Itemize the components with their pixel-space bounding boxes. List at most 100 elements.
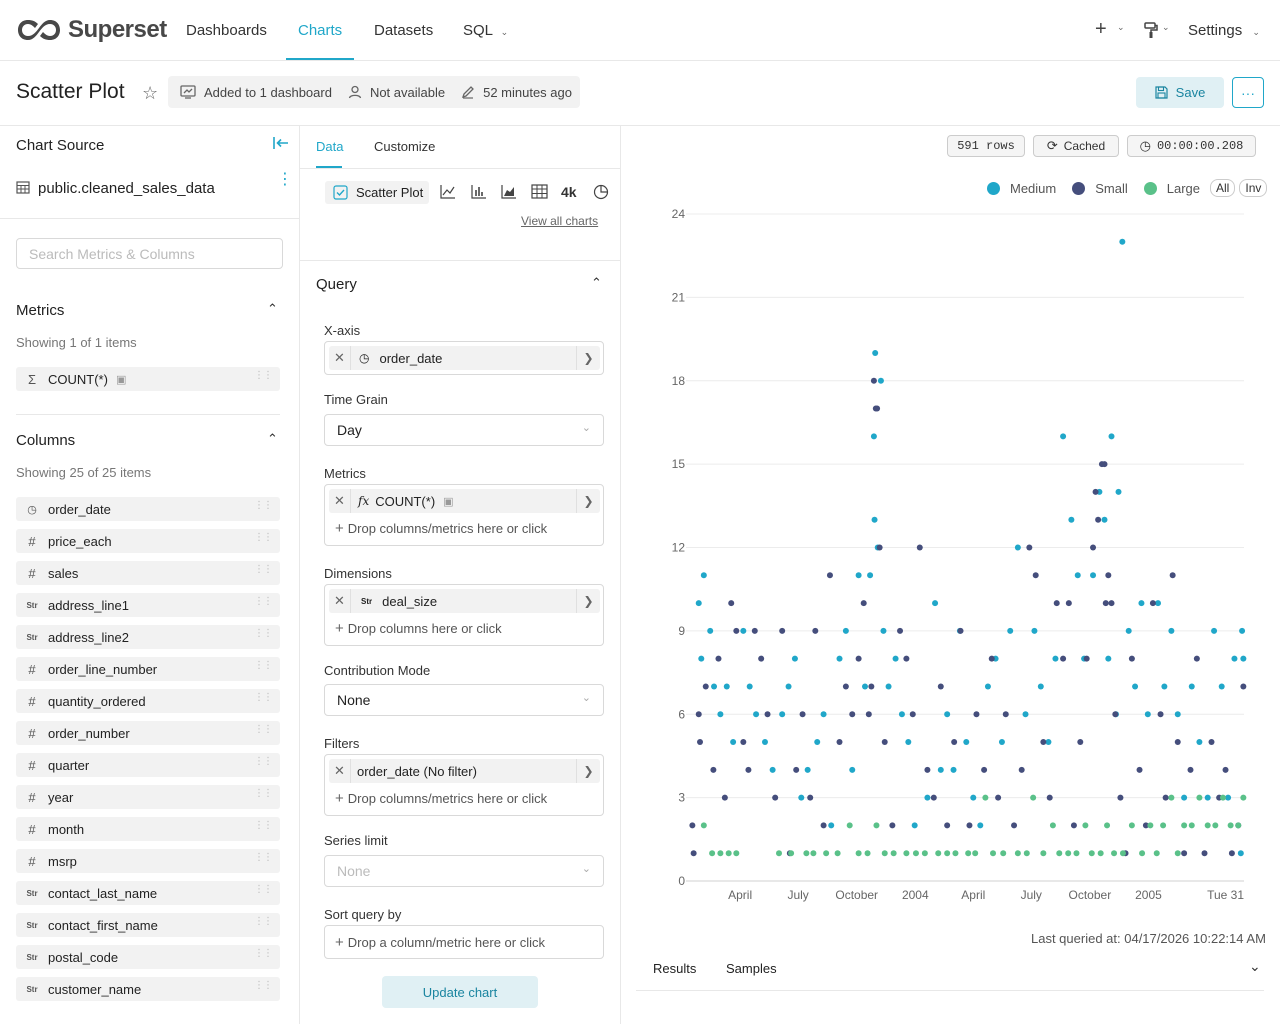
drag-handle-icon[interactable]: ⋮⋮: [254, 692, 273, 703]
chevron-down-icon[interactable]: ⌄: [1249, 958, 1261, 974]
tab-results[interactable]: Results: [653, 961, 697, 976]
drag-handle-icon[interactable]: ⋮⋮: [254, 370, 273, 381]
update-chart-button[interactable]: Update chart: [382, 976, 538, 1008]
filter-chip[interactable]: ✕ order_date (No filter) ❯: [329, 759, 600, 783]
drag-handle-icon[interactable]: ⋮⋮: [254, 564, 273, 575]
nav-dashboards[interactable]: Dashboards: [186, 22, 267, 39]
nav-datasets[interactable]: Datasets: [374, 22, 434, 39]
column-item[interactable]: # order_line_number ⋮⋮: [16, 657, 280, 681]
chevron-down-icon[interactable]: ⌄: [1117, 22, 1125, 32]
drag-handle-icon[interactable]: ⋮⋮: [254, 628, 273, 639]
drag-handle-icon[interactable]: ⋮⋮: [254, 820, 273, 831]
nav-charts[interactable]: Charts: [298, 22, 343, 39]
remove-icon[interactable]: ✕: [329, 759, 351, 783]
contribution-select[interactable]: None ⌄: [324, 684, 604, 716]
drag-handle-icon[interactable]: ⋮⋮: [254, 884, 273, 895]
column-item[interactable]: Str address_line2 ⋮⋮: [16, 625, 280, 649]
drag-handle-icon[interactable]: ⋮⋮: [254, 788, 273, 799]
metric-chip[interactable]: ✕ fx COUNT(*) ▣ ❯: [329, 489, 600, 513]
search-metrics-columns-input[interactable]: Search Metrics & Columns: [16, 238, 283, 269]
dataset-menu-icon[interactable]: ⋮: [277, 171, 293, 188]
drag-handle-icon[interactable]: ⋮⋮: [254, 660, 273, 671]
remove-icon[interactable]: ✕: [329, 489, 351, 513]
column-item[interactable]: # msrp ⋮⋮: [16, 849, 280, 873]
legend-select-all-button[interactable]: All: [1210, 179, 1236, 197]
theme-brush-icon[interactable]: [1143, 21, 1159, 44]
chevron-right-icon[interactable]: ❯: [576, 346, 600, 370]
scatter-point-small: [849, 711, 856, 718]
column-item[interactable]: # year ⋮⋮: [16, 785, 280, 809]
legend-item-medium[interactable]: Medium: [987, 181, 1056, 196]
column-item[interactable]: Str contact_last_name ⋮⋮: [16, 881, 280, 905]
superset-logo[interactable]: Superset: [16, 16, 167, 44]
column-item[interactable]: ◷ order_date ⋮⋮: [16, 497, 280, 521]
settings-menu[interactable]: Settings ⌄: [1188, 22, 1260, 39]
collapse-panel-icon[interactable]: [272, 134, 290, 157]
chevron-right-icon[interactable]: ❯: [576, 589, 600, 613]
metrics-dropzone[interactable]: + Drop columns/metrics here or click: [329, 516, 600, 540]
column-item[interactable]: # month ⋮⋮: [16, 817, 280, 841]
drag-handle-icon[interactable]: ⋮⋮: [254, 532, 273, 543]
drag-handle-icon[interactable]: ⋮⋮: [254, 948, 273, 959]
xaxis-chip[interactable]: ✕ ◷ order_date ❯: [329, 346, 600, 370]
big-number-icon[interactable]: 4k: [561, 184, 577, 200]
nav-sql[interactable]: SQL ⌄: [463, 22, 508, 39]
plus-icon[interactable]: +: [1095, 18, 1107, 40]
metric-item[interactable]: Σ COUNT(*) ▣ ⋮⋮: [16, 367, 280, 391]
bar-chart-icon[interactable]: [471, 184, 487, 204]
drag-handle-icon[interactable]: ⋮⋮: [254, 916, 273, 927]
line-chart-icon[interactable]: [440, 184, 456, 204]
chevron-up-icon[interactable]: ⌃: [591, 275, 602, 290]
drag-handle-icon[interactable]: ⋮⋮: [254, 500, 273, 511]
column-item[interactable]: # price_each ⋮⋮: [16, 529, 280, 553]
column-item[interactable]: # quantity_ordered ⋮⋮: [16, 689, 280, 713]
chevron-down-icon[interactable]: ⌄: [1162, 22, 1170, 32]
column-item[interactable]: # order_number ⋮⋮: [16, 721, 280, 745]
chevron-up-icon[interactable]: ⌃: [267, 431, 278, 446]
save-button[interactable]: Save: [1136, 77, 1224, 108]
modified-meta[interactable]: 52 minutes ago: [461, 85, 572, 100]
chevron-right-icon[interactable]: ❯: [576, 759, 600, 783]
legend-invert-button[interactable]: Inv: [1239, 179, 1268, 197]
column-item[interactable]: # sales ⋮⋮: [16, 561, 280, 585]
tab-data[interactable]: Data: [316, 139, 344, 154]
timegrain-select[interactable]: Day ⌄: [324, 414, 604, 446]
table-chart-icon[interactable]: [531, 184, 548, 204]
chevron-up-icon[interactable]: ⌃: [267, 301, 278, 316]
viz-type-selected[interactable]: Scatter Plot: [325, 181, 429, 204]
column-item[interactable]: Str contact_first_name ⋮⋮: [16, 913, 280, 937]
serieslimit-select[interactable]: None ⌄: [324, 855, 604, 887]
remove-icon[interactable]: ✕: [329, 589, 351, 613]
drag-handle-icon[interactable]: ⋮⋮: [254, 852, 273, 863]
scatter-point-small: [758, 655, 765, 662]
column-item[interactable]: Str address_line1 ⋮⋮: [16, 593, 280, 617]
pie-chart-icon[interactable]: [593, 184, 609, 205]
star-icon[interactable]: ☆: [142, 83, 159, 103]
drag-handle-icon[interactable]: ⋮⋮: [254, 724, 273, 735]
tab-customize[interactable]: Customize: [374, 139, 436, 154]
dimensions-dropzone[interactable]: + Drop columns here or click: [329, 616, 600, 640]
area-chart-icon[interactable]: [501, 184, 517, 204]
dimension-chip[interactable]: ✕ Str deal_size ❯: [329, 589, 600, 613]
chevron-right-icon[interactable]: ❯: [576, 489, 600, 513]
scatter-point-large: [855, 850, 862, 857]
cached-badge[interactable]: ⟳ Cached: [1033, 135, 1119, 157]
drag-handle-icon[interactable]: ⋮⋮: [254, 980, 273, 991]
dataset-name[interactable]: public.cleaned_sales_data: [38, 180, 215, 197]
view-all-charts-link[interactable]: View all charts: [521, 214, 599, 228]
dashboards-meta[interactable]: Added to 1 dashboard: [180, 85, 332, 100]
chart-title[interactable]: Scatter Plot: [16, 80, 125, 103]
column-item[interactable]: # quarter ⋮⋮: [16, 753, 280, 777]
owner-meta[interactable]: Not available: [348, 85, 445, 100]
filters-dropzone[interactable]: + Drop columns/metrics here or click: [329, 786, 600, 810]
remove-icon[interactable]: ✕: [329, 346, 351, 370]
column-item[interactable]: Str postal_code ⋮⋮: [16, 945, 280, 969]
drag-handle-icon[interactable]: ⋮⋮: [254, 596, 273, 607]
legend-item-small[interactable]: Small: [1072, 181, 1128, 196]
legend-item-large[interactable]: Large: [1143, 181, 1200, 196]
sortby-dropzone[interactable]: + Drop a column/metric here or click: [329, 930, 600, 954]
tab-samples[interactable]: Samples: [726, 961, 777, 976]
more-actions-button[interactable]: ···: [1232, 77, 1264, 108]
drag-handle-icon[interactable]: ⋮⋮: [254, 756, 273, 767]
column-item[interactable]: Str customer_name ⋮⋮: [16, 977, 280, 1001]
